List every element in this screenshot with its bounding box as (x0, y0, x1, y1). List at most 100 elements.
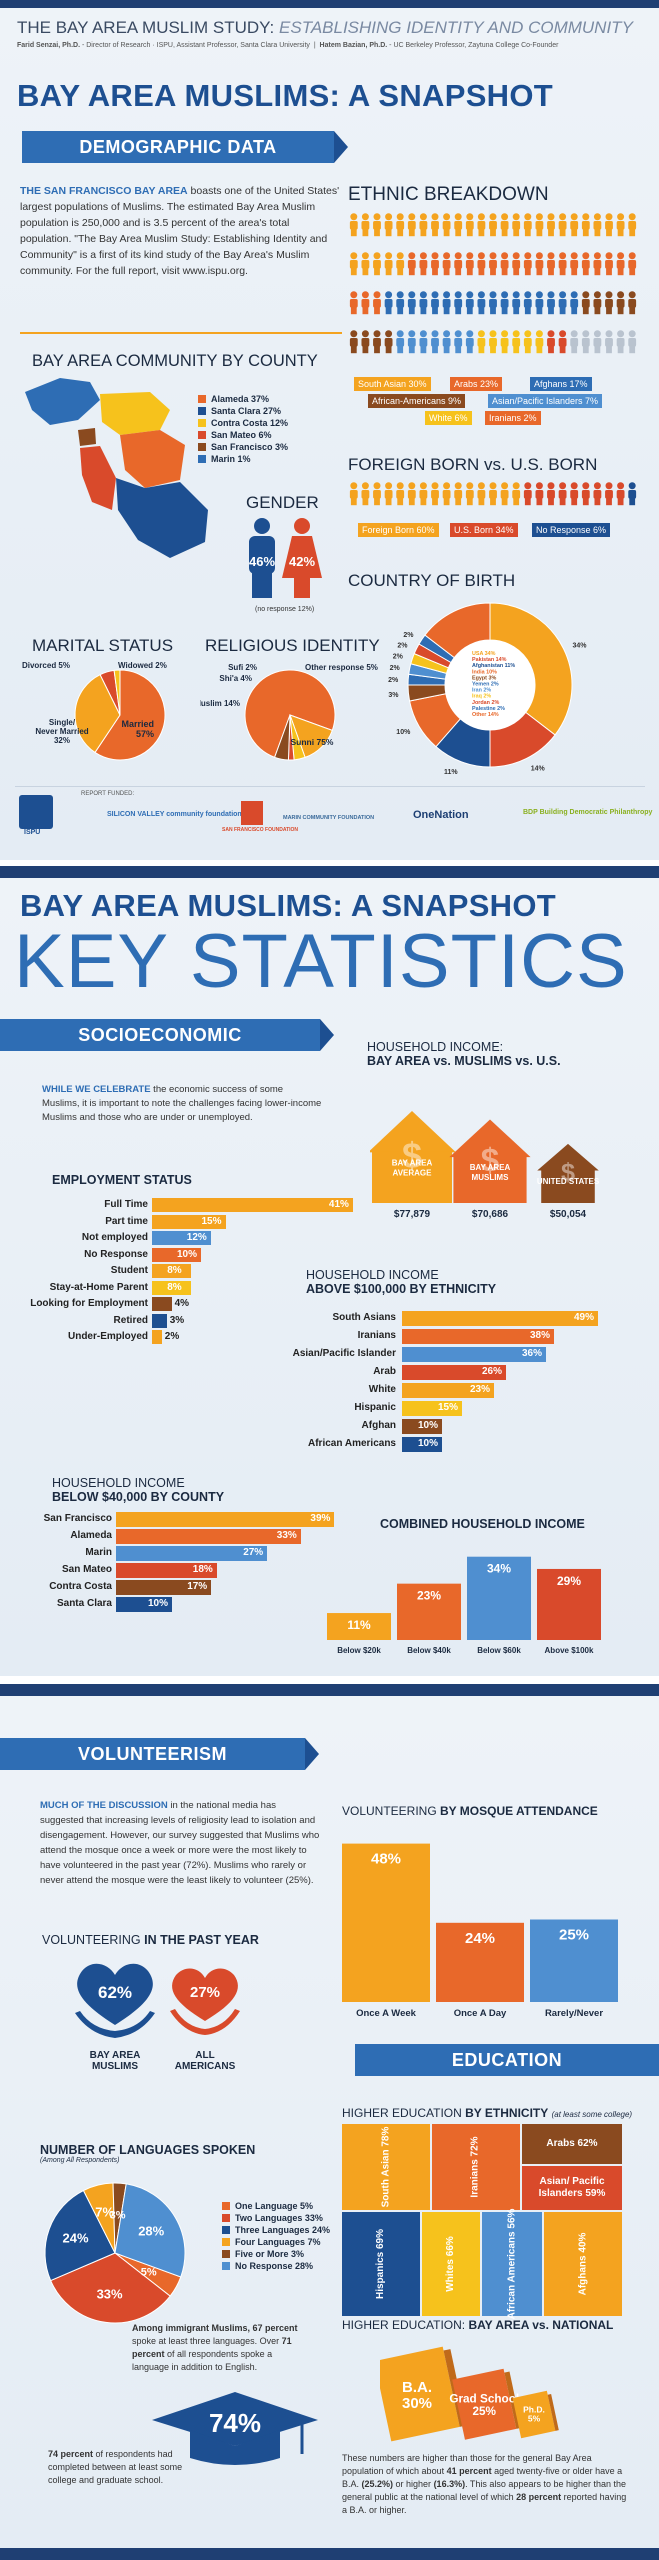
country-title: COUNTRY OF BIRTH (348, 571, 516, 590)
male-head (254, 518, 270, 534)
bar (116, 1546, 268, 1561)
bar (402, 1401, 462, 1416)
languages-slice-label: 24% (63, 2231, 89, 2246)
marital-label-married-value: 57% (136, 729, 154, 739)
bar (152, 1264, 192, 1278)
combined-bar (537, 1568, 601, 1640)
ethnic-person (489, 252, 497, 276)
bar (402, 1365, 506, 1380)
mosque-category: Once A Week (356, 2008, 417, 2019)
ethnic-person (373, 252, 381, 276)
book-value: 30% (402, 2395, 432, 2412)
hh-income-title: HOUSEHOLD INCOME: BAY AREA vs. MUSLIMS v… (367, 1040, 561, 1068)
ethnic-person (570, 291, 579, 315)
ethnic-person (581, 330, 590, 354)
foreign-tag-foreign: Foreign Born 60% (358, 523, 439, 537)
country-outer-label: 14% (531, 766, 546, 773)
ethnic-person (419, 330, 428, 354)
authors-line: Farid Senzai, Ph.D. - Director of Resear… (17, 42, 559, 49)
grad-note: 74 percent of respondents had completed … (48, 2449, 183, 2485)
treemap-label: Asian/ Pacific Islanders 59% (538, 2176, 606, 2199)
ethnic-person (535, 213, 544, 237)
mosque-bar (342, 1843, 430, 2002)
country-outer-label: 2% (397, 642, 408, 649)
marital-title: MARITAL STATUS (32, 636, 174, 655)
bar (152, 1198, 353, 1212)
religious-label-sufi: Sufi 2% (228, 663, 257, 672)
ed-national-title: HIGHER EDUCATION: BAY AREA vs. NATIONAL (342, 2318, 614, 2332)
bar-value: 26% (482, 1366, 503, 1377)
bar-value: 33% (276, 1530, 297, 1541)
ethnic-person (616, 213, 625, 237)
treemap-cell: Asian/ Pacific Islanders 59% (522, 2166, 622, 2210)
treemap-cell: African Americans 56% (482, 2209, 542, 2319)
country-legend-label: Iraq 2% (472, 694, 491, 700)
ethnic-person (593, 252, 602, 276)
male-legs (252, 572, 272, 598)
country-legend-label: USA 34% (472, 651, 496, 657)
foreign-person (442, 482, 451, 506)
marital-label-divorced: Divorced 5% (22, 661, 70, 670)
county-legend: Alameda 37% Santa Clara 27% Contra Costa… (198, 393, 288, 465)
ethnic-person (523, 252, 532, 276)
americans-volunteer-value: 27% (190, 1984, 220, 2001)
ethnic-person (512, 252, 521, 276)
book-2 (512, 2390, 559, 2439)
map-alameda (120, 430, 185, 488)
foreign-person (581, 482, 590, 506)
foreign-person (558, 482, 567, 506)
house-label: AVERAGE (393, 1168, 433, 1177)
bar-category-label: Arab (373, 1366, 396, 1377)
treemap-cell: South Asian 78% (342, 2124, 430, 2210)
religious-label-sunni: Sunni 75% (291, 737, 334, 747)
gender-note: (no response 12%) (255, 606, 315, 613)
ethnic-person (512, 213, 521, 237)
treemap-label: Afghans 40% (576, 2232, 588, 2296)
marital-slice (113, 669, 121, 716)
country-legend-label: Jordan 2% (472, 700, 499, 706)
funder-onenation: OneNation (413, 809, 469, 821)
marital-label-widowed: Widowed 2% (118, 661, 167, 670)
bar-category-label: Iranians (357, 1330, 396, 1341)
religious-label-other: Other response 5% (305, 663, 378, 672)
mosque-bar-value: 48% (371, 1851, 401, 1868)
bar (116, 1580, 212, 1595)
ethnic-person (465, 291, 474, 315)
sff-logo (241, 801, 263, 825)
ethnic-person (419, 291, 428, 315)
country-outer-label: 2% (390, 665, 401, 672)
ethnic-person (547, 252, 555, 276)
ethnic-person (384, 252, 393, 276)
ethnic-person (605, 252, 613, 276)
ethnic-person (407, 330, 416, 354)
ethnic-person (628, 291, 637, 315)
combined-bar-value: 11% (347, 1618, 371, 1632)
ethnic-person (407, 213, 416, 237)
male-value: 46% (249, 554, 275, 569)
house-dollar: $ (481, 1142, 499, 1179)
bar-category-label: Student (110, 1265, 148, 1276)
treemap-cell: Hispanics 69% (342, 2212, 420, 2316)
ethnic-person (535, 330, 544, 354)
volunteer-intro: MUCH OF THE DISCUSSION in the national m… (40, 1800, 320, 1886)
demographic-ribbon: DEMOGRAPHIC DATA (22, 131, 348, 163)
book-label: B.A. (402, 2379, 432, 2396)
foreign-person (419, 482, 428, 506)
ethnic-legend: South Asian 30% Arabs 23% Afghans 17% Af… (350, 377, 650, 437)
hands-muslims (75, 2011, 155, 2038)
marital-label-single: 32% (54, 736, 70, 745)
combined-chart: 11% Below $20k 23% Below $40k 34% Below $60k 2… (327, 1556, 601, 1655)
country-donut: USA 34%Pakistan 14%Afghanistan 11%India … (388, 602, 587, 775)
bar-value: 49% (574, 1312, 595, 1323)
house-0 (370, 1111, 456, 1203)
treemap-label: Whites 66% (444, 2236, 456, 2292)
ethnic-title: ETHNIC BREAKDOWN (348, 184, 549, 205)
ethnic-person (558, 330, 567, 354)
bar-category-label: Not employed (81, 1232, 148, 1243)
gender-title: GENDER (246, 493, 319, 512)
treemap-label: Iranians 72% (470, 2136, 481, 2198)
mosque-bar (436, 1922, 524, 2002)
bar-category-label: White (368, 1384, 396, 1395)
ethnic-person (605, 330, 613, 354)
employment-title: EMPLOYMENT STATUS (52, 1173, 192, 1187)
